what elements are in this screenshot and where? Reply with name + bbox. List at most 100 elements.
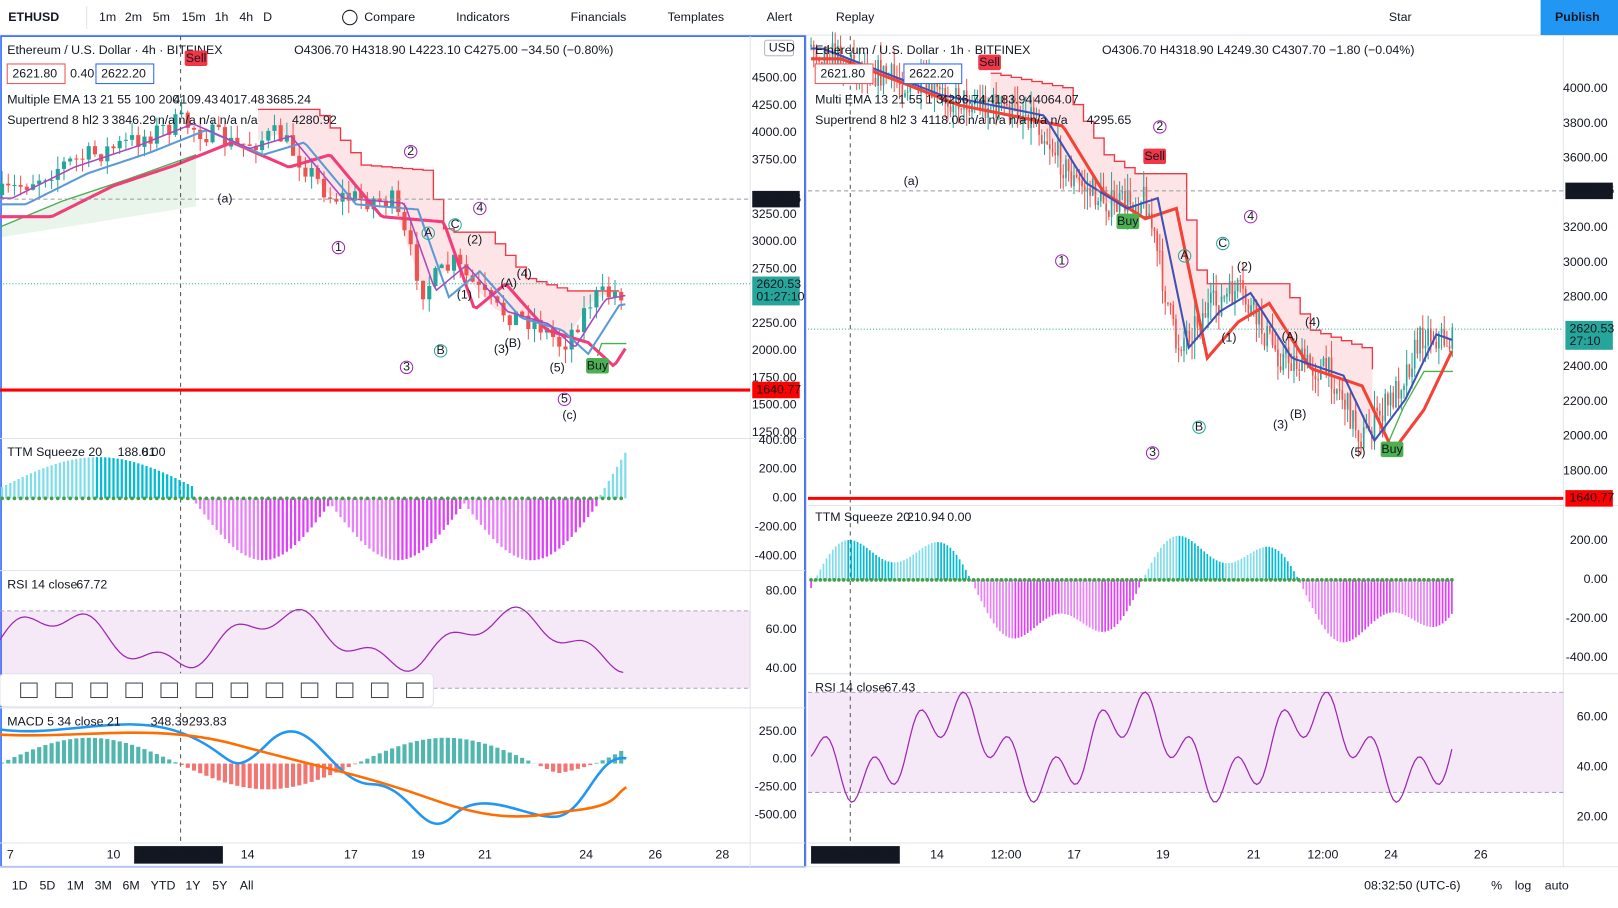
indicator-value: 348.39 [151, 715, 189, 729]
candle-body [1421, 327, 1424, 349]
ohlc: O4306.70 H4318.90 L4249.30 C4307.70 −1.8… [1102, 43, 1414, 57]
squeeze-dot [809, 578, 813, 582]
candle-body [960, 108, 963, 110]
interval[interactable]: 1m [99, 10, 116, 24]
squeeze-dot [892, 578, 897, 582]
squeeze-dot [384, 496, 388, 501]
squeeze-dot [1008, 578, 1013, 582]
candle-body [1177, 348, 1180, 350]
candle-body [1413, 339, 1416, 369]
candle-body [939, 86, 941, 90]
squeeze-dot [1440, 578, 1445, 582]
range-button[interactable]: 1D [12, 879, 28, 893]
candle-body [1373, 407, 1376, 439]
range-button[interactable]: YTD [151, 879, 176, 893]
squeeze-dot [309, 496, 314, 501]
wave-label: (5) [1350, 445, 1365, 459]
financials-button[interactable]: Financials [571, 10, 627, 24]
candle-body [1330, 357, 1333, 389]
squeeze-dot [957, 578, 962, 582]
candle-body [1223, 296, 1226, 298]
range-button[interactable]: 1Y [185, 879, 200, 893]
candle-body [588, 307, 593, 309]
range-button[interactable]: 1M [67, 879, 84, 893]
bid: 2621.80 [820, 67, 865, 81]
replay-button[interactable]: Replay [836, 10, 875, 24]
candle-body [216, 124, 221, 128]
alert-button[interactable]: Alert [767, 10, 793, 24]
percent-toggle[interactable]: % [1491, 879, 1502, 893]
drawing-tool-icon [370, 682, 389, 699]
candle-body [973, 103, 976, 105]
price-tick-label: 3000.00 [752, 234, 797, 248]
ask-box [95, 63, 155, 85]
candle-body [1301, 348, 1303, 372]
squeeze-dot [1171, 578, 1176, 582]
indicator-value: 4118.06 [921, 113, 965, 127]
indicators-button[interactable]: Indicators [456, 10, 510, 24]
squeeze-dot [990, 578, 995, 582]
squeeze-dot [1310, 578, 1315, 582]
range-button[interactable]: 5D [40, 879, 56, 893]
badge-label: 3410.86 [756, 191, 801, 205]
squeeze-dot [1069, 578, 1073, 582]
range-button[interactable]: 3M [95, 879, 112, 893]
candle-body [1322, 357, 1325, 367]
squeeze-dot [823, 578, 827, 582]
squeeze-dot [888, 578, 892, 582]
badge-label: 2620.53 [756, 277, 801, 291]
candle-body [1226, 293, 1228, 297]
squeeze-dot [1403, 578, 1408, 582]
interval[interactable]: 4h [239, 10, 253, 24]
candle-body [1089, 188, 1091, 196]
candle-body [1448, 345, 1451, 349]
price-tick-label: 200.00 [759, 462, 797, 476]
candle-body [976, 99, 979, 104]
interval[interactable]: 5m [153, 10, 170, 24]
squeeze-dot [911, 578, 916, 582]
publish-button[interactable] [1540, 0, 1618, 36]
wave-circle [1216, 236, 1230, 251]
interval[interactable]: 1h [215, 10, 229, 24]
squeeze-dot [1329, 578, 1333, 582]
interval[interactable]: 2m [125, 10, 142, 24]
candle-body [55, 168, 60, 180]
range-button[interactable]: 6M [122, 879, 139, 893]
interval[interactable]: D [263, 10, 272, 24]
candle-body [241, 143, 246, 145]
squeeze-dot [74, 496, 79, 501]
candle-body [513, 311, 519, 326]
cursor-time: 02:00 [869, 848, 900, 862]
range-button[interactable]: All [240, 879, 254, 893]
wave-label: (1) [1221, 331, 1236, 345]
candle-body [1258, 310, 1260, 325]
symbol[interactable]: ETHUSD [8, 10, 59, 24]
squeeze-dot [1073, 578, 1078, 582]
publish-label[interactable]: Publish [1555, 10, 1600, 24]
candle-body [1049, 144, 1051, 150]
candle-body [18, 184, 23, 187]
candle-body [1032, 107, 1035, 124]
badge-label: 1640.77 [1570, 491, 1615, 505]
candle-body [1209, 293, 1212, 303]
auto-toggle[interactable]: auto [1545, 879, 1569, 893]
indicator-name: RSI 14 close [7, 577, 77, 591]
badge-label: 1640.77 [756, 382, 801, 396]
squeeze-dot [1180, 578, 1185, 582]
time-tick-label: 14 [241, 848, 255, 862]
candle-body [1201, 313, 1204, 331]
bid-box [6, 63, 66, 85]
interval[interactable]: 15m [182, 10, 206, 24]
range-button[interactable]: 5Y [212, 879, 227, 893]
candle-body [1035, 121, 1038, 124]
templates-button[interactable]: Templates [668, 10, 724, 24]
candle-body [402, 211, 407, 231]
layout-name[interactable]: Star [1389, 10, 1412, 24]
squeeze-dot [1398, 578, 1403, 582]
compare-button[interactable]: Compare [364, 10, 415, 24]
squeeze-dot [1375, 578, 1380, 582]
signal-label: Buy [1381, 442, 1403, 456]
candle-body [1057, 140, 1059, 156]
log-toggle[interactable]: log [1515, 879, 1532, 893]
squeeze-dot [346, 496, 351, 501]
